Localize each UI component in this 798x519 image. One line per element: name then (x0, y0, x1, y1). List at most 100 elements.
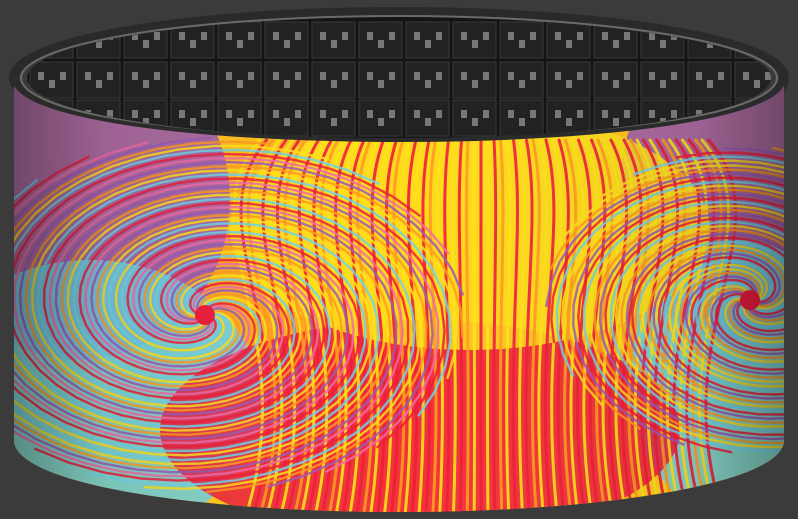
led-module-chip (367, 72, 373, 80)
led-module-chip (613, 118, 619, 126)
led-module-chip (273, 32, 279, 40)
led-module-chip (754, 80, 760, 88)
led-module-chip (765, 72, 771, 80)
led-module-chip (367, 32, 373, 40)
led-module-chip (519, 80, 525, 88)
led-module-chip (226, 72, 232, 80)
led-module-chip (331, 40, 337, 48)
led-module-chip (273, 72, 279, 80)
led-module-chip (143, 118, 149, 126)
led-module-chip (483, 32, 489, 40)
led-module-chip (342, 110, 348, 118)
led-module-chip (602, 72, 608, 80)
led-module-chip (201, 110, 207, 118)
led-module-chip (201, 32, 207, 40)
led-module-chip (107, 72, 113, 80)
led-module-chip (226, 32, 232, 40)
led-module-chip (707, 80, 713, 88)
led-module-chip (649, 32, 655, 40)
led-module-chip (331, 80, 337, 88)
led-module-chip (179, 32, 185, 40)
led-module-chip (519, 40, 525, 48)
led-module-chip (414, 32, 420, 40)
led-module-chip (284, 40, 290, 48)
led-module-chip (718, 72, 724, 80)
led-module-chip (342, 72, 348, 80)
led-module-chip (378, 80, 384, 88)
led-module-chip (461, 72, 467, 80)
led-module-chip (414, 110, 420, 118)
led-module-chip (295, 72, 301, 80)
front-top-edge (12, 77, 786, 143)
led-module-chip (624, 72, 630, 80)
led-module-chip (577, 110, 583, 118)
led-module-chip (132, 110, 138, 118)
led-module-chip (696, 110, 702, 118)
led-module-chip (320, 32, 326, 40)
led-module-chip (425, 118, 431, 126)
led-module-chip (577, 72, 583, 80)
led-module-chip (743, 32, 749, 40)
led-module-chip (248, 72, 254, 80)
led-module-chip (508, 32, 514, 40)
led-module-chip (143, 40, 149, 48)
led-module-chip (566, 40, 572, 48)
led-module-chip (754, 40, 760, 48)
led-module-chip (248, 32, 254, 40)
led-module-chip (378, 40, 384, 48)
led-module-chip (425, 80, 431, 88)
led-module-chip (190, 80, 196, 88)
led-module-chip (436, 110, 442, 118)
led-module-chip (696, 72, 702, 80)
led-module-chip (530, 32, 536, 40)
led-module-chip (436, 32, 442, 40)
led-module-chip (555, 72, 561, 80)
led-module-chip (226, 110, 232, 118)
led-module-chip (237, 118, 243, 126)
led-module-chip (132, 32, 138, 40)
led-module-chip (49, 80, 55, 88)
led-module-chip (378, 118, 384, 126)
led-module-chip (555, 32, 561, 40)
led-module-chip (154, 72, 160, 80)
led-module-chip (284, 118, 290, 126)
led-module-chip (566, 118, 572, 126)
led-module-chip (60, 72, 66, 80)
led-module-chip (602, 110, 608, 118)
led-module-chip (624, 110, 630, 118)
led-module-chip (649, 72, 655, 80)
led-module-chip (295, 110, 301, 118)
led-module-chip (461, 32, 467, 40)
led-module-chip (483, 110, 489, 118)
led-module-chip (389, 72, 395, 80)
led-module-chip (577, 32, 583, 40)
led-module-chip (273, 110, 279, 118)
led-module-chip (472, 80, 478, 88)
led-module-chip (237, 40, 243, 48)
led-module-chip (107, 110, 113, 118)
led-module-chip (38, 32, 44, 40)
led-module-chip (367, 110, 373, 118)
led-module-chip (472, 40, 478, 48)
led-module-chip (284, 80, 290, 88)
led-module-chip (555, 110, 561, 118)
led-module-chip (472, 118, 478, 126)
led-module-chip (613, 40, 619, 48)
led-module-chip (237, 80, 243, 88)
led-module-chip (530, 72, 536, 80)
led-module-chip (508, 72, 514, 80)
led-module-chip (331, 118, 337, 126)
led-module-chip (530, 110, 536, 118)
led-module-chip (132, 72, 138, 80)
led-module-chip (613, 80, 619, 88)
led-module-chip (143, 80, 149, 88)
led-module-chip (660, 40, 666, 48)
led-module-chip (342, 32, 348, 40)
led-module-chip (389, 32, 395, 40)
led-module-chip (320, 110, 326, 118)
led-module-chip (85, 72, 91, 80)
led-module-chip (649, 110, 655, 118)
led-module-chip (671, 110, 677, 118)
